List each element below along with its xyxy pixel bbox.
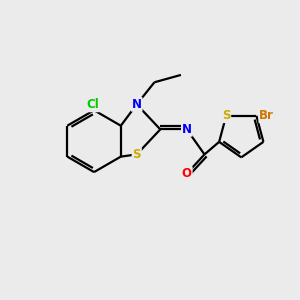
Text: Br: Br bbox=[259, 109, 274, 122]
Text: S: S bbox=[222, 109, 230, 122]
Text: N: N bbox=[182, 123, 192, 136]
Text: S: S bbox=[133, 148, 141, 161]
Text: Cl: Cl bbox=[86, 98, 99, 111]
Text: N: N bbox=[132, 98, 142, 111]
Text: O: O bbox=[182, 167, 192, 180]
